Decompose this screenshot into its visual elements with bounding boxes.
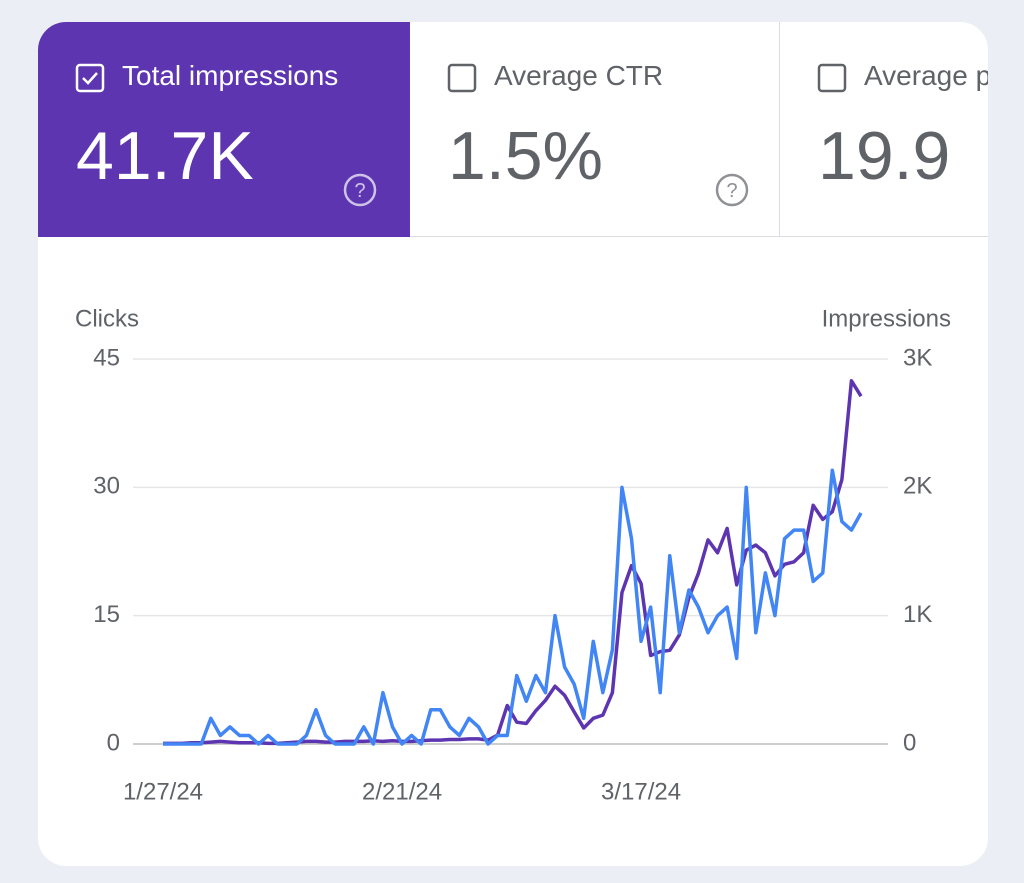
help-icon[interactable]: ? [714,172,750,208]
y2-tick-label: 2K [903,473,932,500]
y-tick-label: 45 [93,344,120,371]
checkbox[interactable] [446,62,478,94]
svg-text:?: ? [354,180,365,202]
y2-axis-title: Impressions [822,305,951,332]
metric-label: Average CTR [494,60,664,91]
data-line [163,379,863,746]
y-tick-label: 30 [93,473,120,500]
x-tick-label: 3/17/24 [601,778,681,805]
metric-label: Total impressions [122,60,339,91]
performance-card: Total impressions 41.7K ? Average CTR 1.… [38,22,988,866]
svg-text:?: ? [726,180,737,202]
x-tick-label: 1/27/24 [123,778,203,805]
metric-tile[interactable]: Average CTR 1.5% ? [410,22,780,237]
metric-value: 1.5% [448,118,603,194]
y2-tick-label: 1K [903,601,932,628]
metric-tile[interactable]: Total impressions 41.7K ? [38,22,410,237]
checkbox[interactable] [74,62,106,94]
y-tick-label: 0 [107,729,120,756]
y2-tick-label: 0 [903,729,916,756]
metric-value: 41.7K [76,118,254,194]
y-tick-label: 15 [93,601,120,628]
metric-value: 19.9 [818,118,951,194]
metric-tile[interactable]: Average position 19.9 [780,22,988,237]
data-line [163,468,863,746]
y-axis-title: Clicks [75,305,139,332]
metric-label: Average position [864,60,988,91]
y2-tick-label: 3K [903,344,932,371]
help-icon[interactable]: ? [342,172,378,208]
x-tick-label: 2/21/24 [362,778,442,805]
checkbox[interactable] [816,62,848,94]
